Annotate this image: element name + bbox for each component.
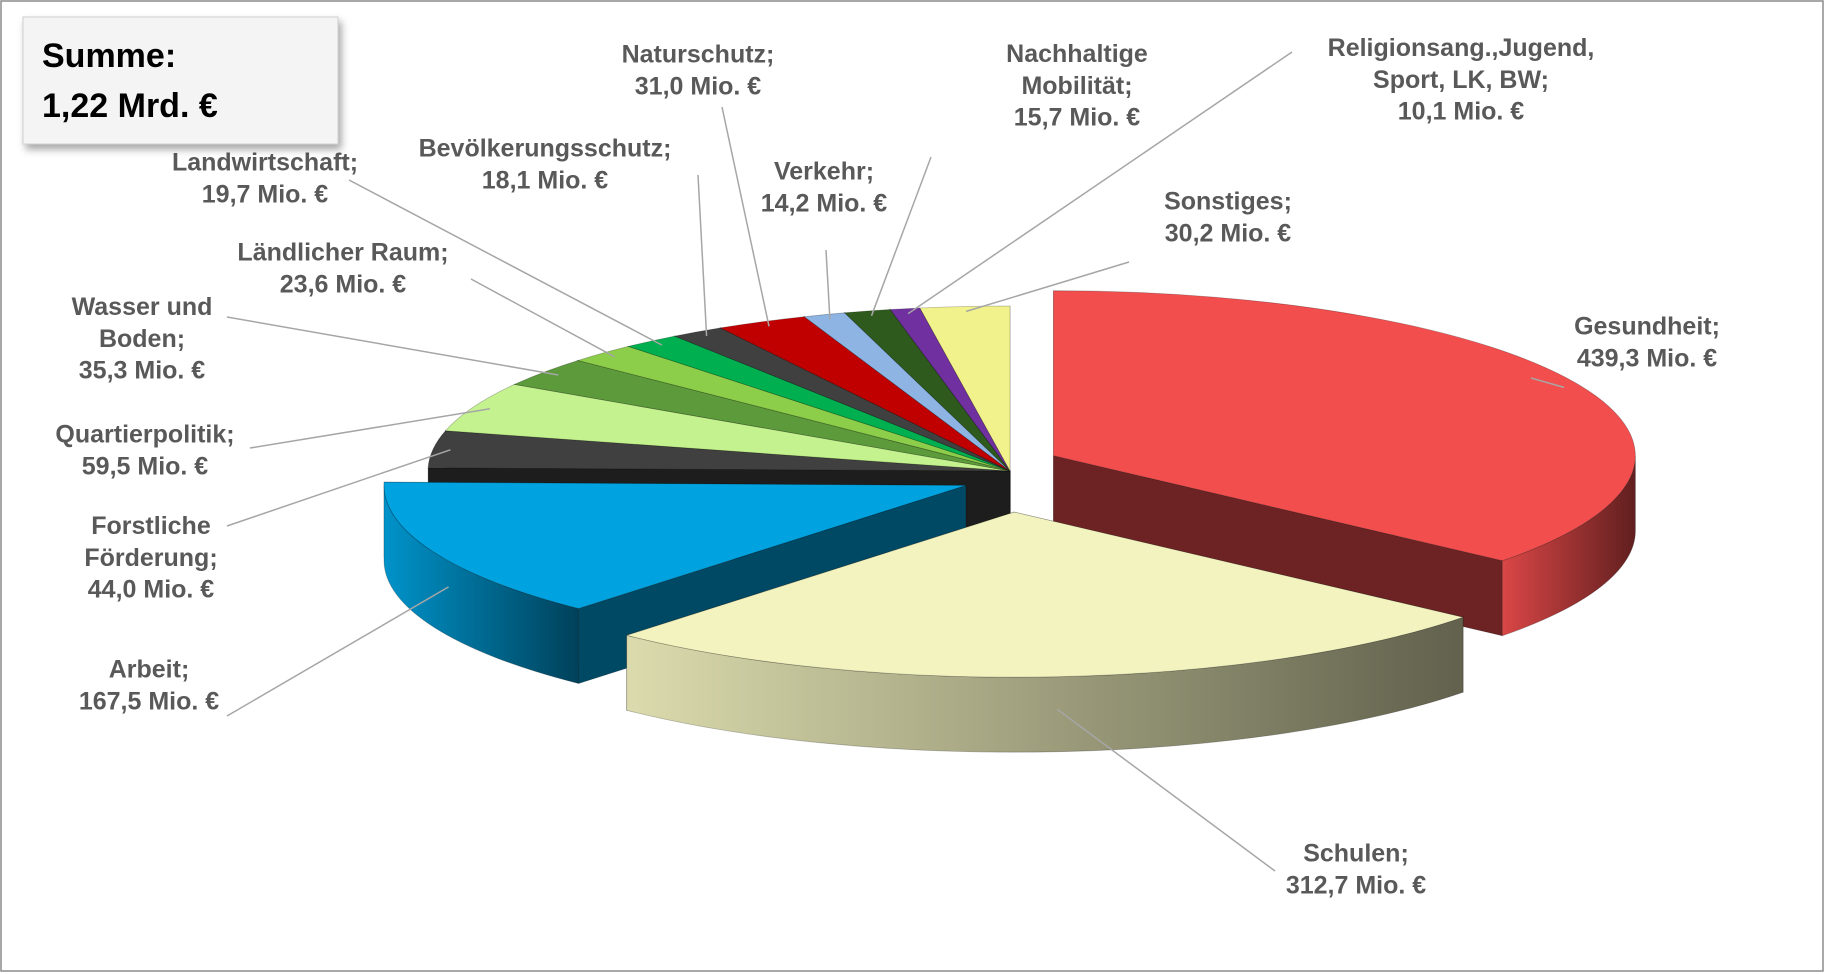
slice-label: Naturschutz;	[622, 41, 775, 69]
slice-value-label: 312,7 Mio. €	[1286, 872, 1426, 900]
slice-label: Bevölkerungsschutz;	[419, 135, 672, 163]
slice-label: Sonstiges;	[1164, 188, 1292, 216]
slice	[383, 481, 967, 609]
label-line: Wasser und	[72, 293, 213, 321]
slice-label: Nachhaltige Mobilität;	[1006, 40, 1148, 100]
leader-line	[965, 261, 1130, 313]
slice-value-label: 439,3 Mio. €	[1577, 345, 1717, 373]
slice	[919, 305, 1011, 472]
slice	[719, 316, 1011, 472]
slice-label: Religionsang.,Jugend, Sport, LK, BW;	[1328, 34, 1595, 94]
leader-line	[348, 179, 663, 346]
slice-value-label: 23,6 Mio. €	[280, 271, 407, 299]
slice-label: Quartierpolitik;	[55, 421, 234, 449]
leader-line	[697, 174, 708, 337]
slice-value-label: 10,1 Mio. €	[1398, 98, 1525, 126]
label-line: Förderung;	[84, 544, 217, 572]
label-line: Forstliche	[91, 512, 211, 540]
pie	[383, 290, 1636, 753]
slice-value-label: 44,0 Mio. €	[88, 576, 215, 604]
slice	[1053, 290, 1636, 562]
label-line: Mobilität;	[1021, 72, 1132, 100]
sum-title: Summe:	[42, 37, 176, 75]
slice	[843, 309, 1011, 472]
sum-value: 1,22 Mrd. €	[42, 87, 218, 125]
slice-value-label: 14,2 Mio. €	[761, 190, 888, 218]
leader-line	[470, 278, 615, 358]
label-line: Boden;	[99, 325, 185, 353]
label-line: Religionsang.,Jugend,	[1328, 34, 1595, 62]
labels: Gesundheit; 439,3 Mio. € Schulen; 312,7 Mio…	[55, 34, 1720, 900]
slice-value-label: 35,3 Mio. €	[79, 357, 206, 385]
slice-label: Arbeit;	[109, 656, 190, 684]
leader-line	[721, 106, 770, 327]
slice	[626, 335, 1011, 472]
slice	[803, 312, 1011, 472]
slice	[625, 511, 1465, 678]
slice-value-label: 167,5 Mio. €	[79, 688, 219, 716]
slice-label: Wasser und Boden;	[72, 293, 213, 353]
slice-label: Landwirtschaft;	[172, 149, 358, 177]
slice-label: Verkehr;	[774, 158, 874, 186]
leader-line	[907, 51, 1293, 315]
slice-value-label: 59,5 Mio. €	[82, 453, 209, 481]
slice-label: Ländlicher Raum;	[237, 239, 448, 267]
leader-line	[1530, 377, 1565, 389]
slice-label: Forstliche Förderung;	[84, 512, 217, 572]
slice	[889, 307, 1011, 472]
leader-line	[1056, 708, 1276, 872]
leader-line	[226, 449, 451, 527]
slice	[427, 430, 1011, 472]
label-line: Nachhaltige	[1006, 40, 1148, 68]
label-line: Sport, LK, BW;	[1373, 66, 1549, 94]
leader-line	[870, 156, 932, 317]
sum-box	[22, 16, 339, 145]
slice-value-label: 19,7 Mio. €	[202, 181, 329, 209]
slice	[444, 383, 1011, 472]
slice-value-label: 15,7 Mio. €	[1014, 104, 1141, 132]
leader-line	[825, 249, 831, 320]
leader-line	[249, 408, 491, 449]
slice	[673, 327, 1011, 472]
slice-label: Schulen;	[1303, 840, 1409, 868]
leader-line	[226, 586, 449, 717]
slice-value-label: 18,1 Mio. €	[482, 167, 609, 195]
slice-label: Gesundheit;	[1574, 313, 1720, 341]
slice-value-label: 30,2 Mio. €	[1165, 220, 1292, 248]
slice	[576, 345, 1011, 472]
slice-value-label: 31,0 Mio. €	[635, 73, 762, 101]
leader-line	[226, 316, 559, 376]
